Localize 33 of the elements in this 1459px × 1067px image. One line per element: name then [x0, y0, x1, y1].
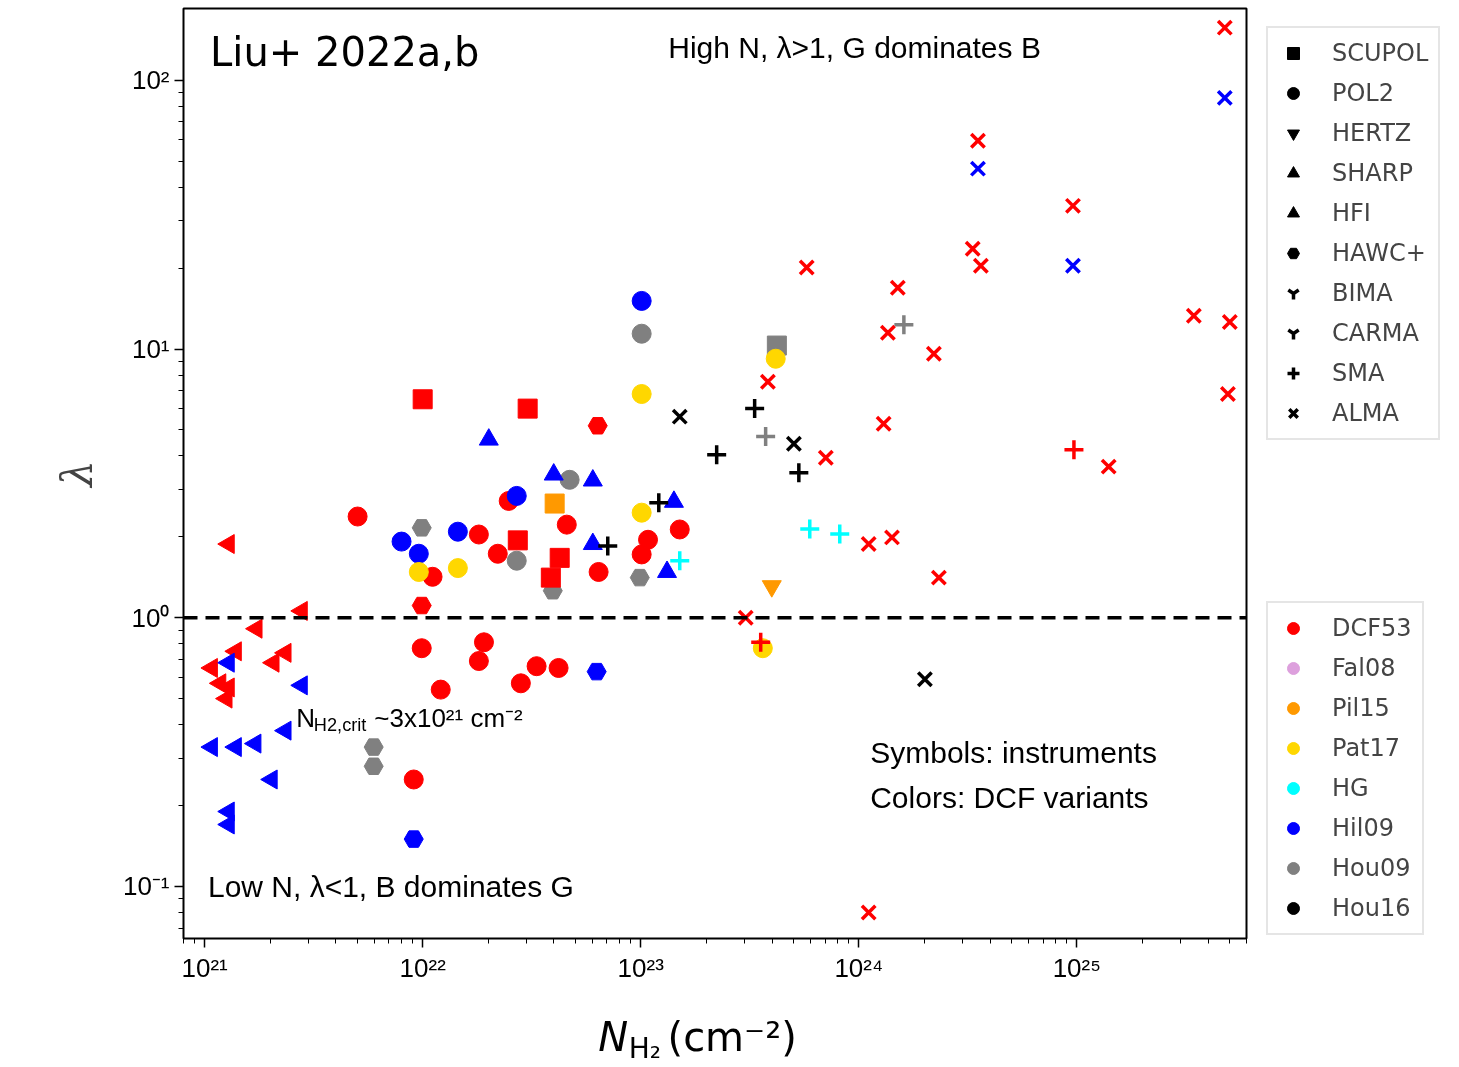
y-axis-title: λ — [52, 460, 102, 489]
legend-label: SCUPOL — [1332, 38, 1429, 68]
legend-label: SHARP — [1332, 158, 1413, 188]
legend-label: Pil15 — [1332, 693, 1390, 723]
y-tick-label: 10¹ — [131, 334, 170, 364]
legend-label: HAWC+ — [1332, 238, 1426, 268]
x-tick-label: 10²⁴ — [834, 952, 884, 983]
legend-label: ALMA — [1332, 398, 1399, 428]
annotation: Liu+ 2022a,b — [210, 29, 480, 76]
legend-label: POL2 — [1332, 78, 1395, 108]
legend-label: HERTZ — [1332, 118, 1412, 148]
y-tick-label: 10⁻¹ — [122, 871, 170, 902]
annotation: Symbols: instruments — [870, 736, 1157, 769]
legend-label: CARMA — [1332, 318, 1419, 348]
legend-label: HFI — [1332, 198, 1371, 228]
y-tick-label: 10² — [131, 65, 170, 96]
x-tick-label: 10²¹ — [181, 952, 229, 983]
legend-label: DCF53 — [1332, 613, 1412, 643]
y-tick-label: 10⁰ — [131, 602, 170, 633]
legend-label: Hil09 — [1332, 813, 1394, 843]
legend-label: Pat17 — [1332, 733, 1401, 763]
x-tick-label: 10²² — [399, 952, 447, 983]
legend-label: HG — [1332, 773, 1369, 803]
x-tick-label: 10²³ — [617, 952, 665, 983]
annotation: High N, λ>1, G dominates B — [668, 31, 1041, 65]
legend-label: BIMA — [1332, 278, 1393, 308]
annotation: Low N, λ<1, B dominates G — [207, 869, 574, 903]
legend-label: Hou09 — [1332, 853, 1411, 883]
legend-label: Hou16 — [1332, 893, 1411, 923]
legend-label: Fal08 — [1332, 653, 1396, 683]
x-tick-label: 10²⁵ — [1052, 952, 1102, 983]
legend-label: SMA — [1332, 358, 1385, 388]
annotation: Colors: DCF variants — [870, 780, 1149, 814]
